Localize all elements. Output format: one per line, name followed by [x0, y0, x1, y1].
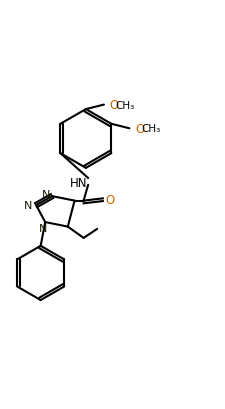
Text: O: O — [109, 99, 118, 112]
Text: O: O — [134, 122, 144, 135]
Text: O: O — [105, 193, 114, 206]
Text: N: N — [42, 189, 50, 199]
Text: CH₃: CH₃ — [141, 124, 160, 134]
Text: N: N — [24, 201, 32, 211]
Text: N: N — [38, 223, 47, 233]
Text: HN: HN — [70, 177, 88, 189]
Text: CH₃: CH₃ — [115, 100, 135, 110]
